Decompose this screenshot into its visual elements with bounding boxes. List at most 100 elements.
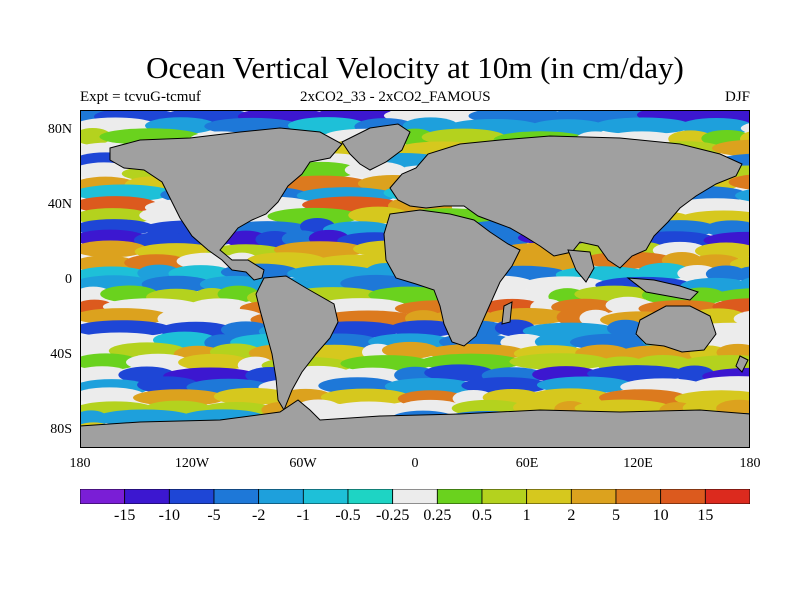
colorbar-swatch — [615, 489, 662, 504]
colorbar-swatch — [704, 489, 750, 504]
velocity-patch — [712, 139, 750, 157]
lon-label-60w: 60W — [289, 456, 317, 471]
south-america — [255, 275, 339, 412]
colorbar-swatch — [80, 489, 126, 504]
velocity-patch — [220, 321, 271, 339]
velocity-patch — [735, 189, 750, 202]
colorbar-label: 2 — [567, 507, 576, 524]
india — [567, 249, 595, 283]
velocity-patch — [141, 275, 212, 293]
season-label: DJF — [724, 89, 750, 105]
madagascar — [501, 301, 513, 325]
velocity-patch — [80, 162, 134, 180]
lon-label-0: 0 — [411, 456, 419, 471]
greenland — [341, 123, 411, 171]
velocity-patch — [126, 353, 191, 371]
velocity-patch — [587, 365, 688, 383]
colorbar-label: -0.25 — [375, 507, 410, 524]
colorbar-label: -10 — [158, 507, 180, 524]
colorbar-swatch — [347, 489, 394, 504]
experiment-label: Expt = tcvuG-tcmuf — [80, 89, 201, 105]
lat-label-40s: 40S — [50, 347, 72, 362]
lon-label-120w: 120W — [174, 456, 210, 471]
map-title: Ocean Vertical Velocity at 10m (in cm/da… — [146, 50, 684, 85]
velocity-patch — [80, 387, 146, 405]
colorbar-swatch — [481, 489, 528, 504]
velocity-patch — [638, 262, 690, 280]
colorbar-swatch — [526, 489, 572, 504]
land-masses — [80, 123, 750, 448]
comparison-label: 2xCO2_33 - 2xCO2_FAMOUS — [300, 89, 491, 105]
velocity-patch — [183, 308, 263, 326]
lon-label-120e: 120E — [623, 456, 653, 471]
lon-label-60e: 60E — [515, 456, 539, 471]
velocity-patch — [137, 376, 199, 394]
colorbar-swatch — [436, 489, 483, 504]
velocity-patch — [80, 308, 170, 325]
colorbar-label: 0.5 — [472, 507, 492, 524]
colorbar-swatch — [258, 489, 304, 504]
colorbar — [80, 489, 750, 504]
lat-label-0: 0 — [65, 272, 72, 287]
africa — [383, 209, 521, 347]
lat-label-80n: 80N — [47, 122, 72, 137]
colorbar-label: 10 — [652, 507, 669, 524]
velocity-patch — [740, 123, 750, 134]
velocity-patch — [734, 266, 750, 283]
colorbar-swatch — [660, 489, 706, 504]
velocity-patch — [315, 298, 407, 315]
colorbar-swatch — [302, 489, 349, 504]
velocity-patch — [224, 230, 268, 248]
velocity-patch — [213, 387, 291, 405]
velocity-patch — [344, 161, 406, 179]
velocity-patch — [320, 388, 410, 406]
velocity-patch — [509, 353, 610, 371]
velocity-patch — [80, 320, 171, 338]
lon-label-180w: 180 — [69, 456, 91, 471]
lat-label-40n: 40N — [47, 197, 72, 212]
colorbar-swatch — [124, 489, 170, 504]
velocity-patch — [733, 310, 750, 327]
lat-label-80s: 80S — [50, 422, 72, 437]
velocity-patch — [389, 320, 460, 338]
colorbar-swatch — [213, 489, 260, 504]
velocity-patch — [677, 264, 718, 282]
colorbar-label: -1 — [296, 507, 310, 524]
velocity-patch — [424, 364, 494, 382]
colorbar-label: 5 — [612, 507, 620, 524]
velocity-patch — [80, 366, 131, 384]
velocity-patch — [383, 110, 481, 125]
new-zealand — [735, 355, 749, 373]
map-border — [80, 110, 750, 448]
velocity-patch — [133, 389, 226, 407]
velocity-patch — [178, 353, 250, 371]
colorbar-label: -0.5 — [335, 507, 361, 524]
velocity-patch — [593, 117, 692, 135]
colorbar-label: -2 — [251, 507, 266, 524]
colorbar-swatch — [392, 489, 438, 504]
velocity-patch — [368, 286, 450, 304]
velocity-patch — [384, 377, 474, 395]
velocity-patch — [100, 285, 159, 303]
colorbar-label: 0.25 — [423, 507, 452, 524]
velocity-patch — [267, 207, 361, 225]
colorbar-label: -5 — [207, 507, 221, 524]
velocity-patch — [80, 353, 139, 371]
australia — [635, 305, 717, 353]
lon-label-180e: 180 — [739, 456, 761, 471]
indonesia — [626, 277, 699, 301]
colorbar-swatch — [168, 489, 215, 504]
colorbar-label: 15 — [697, 507, 714, 524]
colorbar-label: 1 — [522, 507, 531, 524]
velocity-patch — [80, 128, 112, 145]
velocity-patch — [80, 240, 147, 258]
eurasia — [389, 135, 743, 269]
velocity-patch — [461, 377, 549, 394]
velocity-patch — [693, 376, 750, 393]
colorbar-swatch — [570, 489, 617, 504]
velocity-patch — [381, 341, 439, 359]
velocity-patch — [728, 174, 750, 190]
colorbar-label: -15 — [113, 507, 136, 524]
velocity-map — [80, 110, 750, 448]
antarctica — [80, 399, 750, 448]
